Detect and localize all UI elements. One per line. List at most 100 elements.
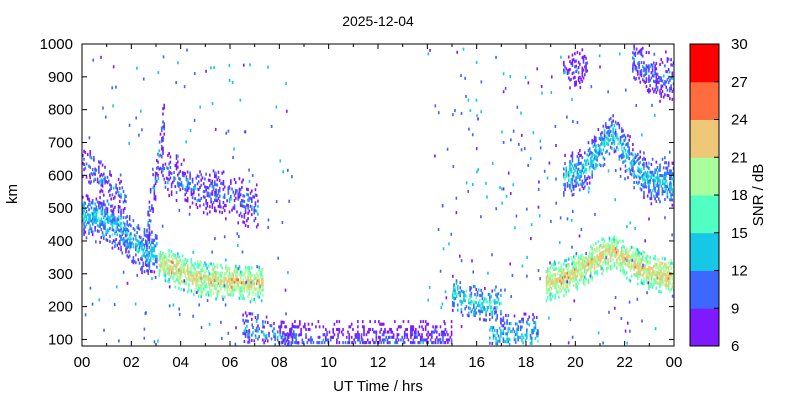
data-cell bbox=[390, 327, 392, 331]
data-cell bbox=[432, 325, 434, 329]
data-cell bbox=[559, 287, 561, 291]
data-cell bbox=[666, 166, 669, 170]
data-cell bbox=[650, 274, 653, 278]
data-cell bbox=[140, 109, 142, 113]
data-cell bbox=[656, 194, 659, 198]
data-cell bbox=[173, 253, 175, 257]
data-cell bbox=[197, 198, 200, 202]
data-cell bbox=[548, 277, 550, 281]
data-cell bbox=[280, 323, 283, 327]
data-cell bbox=[655, 62, 658, 66]
data-cell bbox=[196, 273, 199, 277]
data-cell bbox=[665, 174, 667, 178]
data-cell bbox=[207, 290, 210, 294]
data-cell bbox=[410, 327, 412, 331]
data-cell bbox=[470, 286, 473, 290]
data-cell bbox=[215, 209, 217, 213]
data-cell bbox=[162, 151, 164, 155]
data-cell bbox=[120, 245, 122, 249]
data-cell bbox=[176, 260, 179, 264]
data-cell bbox=[528, 315, 531, 319]
data-cell bbox=[579, 278, 581, 282]
data-cell bbox=[619, 154, 622, 158]
data-cell bbox=[101, 179, 104, 183]
data-cell bbox=[560, 276, 563, 280]
data-cell bbox=[502, 187, 505, 191]
data-cell bbox=[147, 221, 149, 225]
data-cell bbox=[212, 169, 215, 173]
data-cell bbox=[199, 286, 201, 290]
data-cell bbox=[576, 170, 579, 174]
data-cell bbox=[225, 285, 227, 289]
data-cell bbox=[98, 206, 100, 210]
data-cell bbox=[644, 239, 646, 243]
data-cell bbox=[558, 241, 561, 245]
data-cell bbox=[194, 197, 196, 201]
data-cell bbox=[237, 192, 240, 196]
data-cell bbox=[107, 215, 110, 219]
data-cell bbox=[128, 123, 131, 127]
data-cell bbox=[624, 88, 627, 92]
data-cell bbox=[563, 71, 565, 75]
data-cell bbox=[459, 299, 462, 303]
data-cell bbox=[139, 257, 142, 261]
data-cell bbox=[634, 51, 637, 55]
data-cell bbox=[358, 335, 360, 339]
data-cell bbox=[192, 314, 194, 318]
data-cell bbox=[630, 256, 633, 260]
data-cell bbox=[576, 68, 579, 72]
data-cell bbox=[454, 289, 457, 293]
data-cell bbox=[347, 330, 349, 334]
data-cell bbox=[100, 212, 103, 216]
data-cell bbox=[556, 277, 559, 281]
data-cell bbox=[583, 164, 586, 168]
data-cell bbox=[162, 55, 165, 59]
data-cell bbox=[384, 338, 386, 342]
data-cell bbox=[526, 336, 528, 340]
data-cell bbox=[595, 270, 597, 274]
data-cell bbox=[133, 233, 136, 237]
data-cell bbox=[566, 263, 569, 267]
data-cell bbox=[590, 245, 592, 249]
data-cell bbox=[248, 340, 251, 344]
data-cell bbox=[641, 268, 644, 272]
data-cell bbox=[651, 178, 654, 182]
data-cell bbox=[653, 278, 655, 282]
data-cell bbox=[653, 270, 655, 274]
data-cell bbox=[98, 170, 100, 174]
data-cell bbox=[228, 272, 231, 276]
data-cell bbox=[649, 271, 651, 275]
data-cell bbox=[94, 202, 96, 206]
data-cell bbox=[170, 249, 173, 253]
data-cell bbox=[228, 185, 231, 189]
data-cell bbox=[88, 208, 90, 212]
data-cell bbox=[585, 178, 587, 182]
data-cell bbox=[581, 271, 584, 276]
data-cell bbox=[141, 239, 143, 243]
data-cell bbox=[667, 187, 670, 191]
data-cell bbox=[304, 325, 306, 329]
data-cell bbox=[255, 209, 258, 213]
data-cell bbox=[207, 264, 210, 268]
data-cell bbox=[607, 125, 610, 129]
data-cell bbox=[148, 261, 151, 265]
data-cell bbox=[156, 257, 158, 261]
data-cell bbox=[475, 306, 478, 310]
data-cell bbox=[667, 94, 670, 98]
data-cell bbox=[402, 341, 405, 345]
data-cell bbox=[117, 241, 120, 245]
data-cell bbox=[643, 196, 645, 200]
data-cell bbox=[643, 79, 645, 83]
data-cell bbox=[242, 199, 244, 203]
data-cell bbox=[88, 180, 90, 184]
data-cell bbox=[125, 194, 127, 198]
data-cell bbox=[604, 122, 607, 126]
data-cell bbox=[117, 246, 120, 251]
data-cell bbox=[170, 273, 173, 277]
data-cell bbox=[196, 265, 199, 269]
data-cell bbox=[570, 189, 573, 193]
data-cell bbox=[158, 271, 161, 275]
data-cell bbox=[563, 273, 565, 277]
data-cell bbox=[560, 284, 563, 288]
data-cell bbox=[109, 240, 111, 244]
